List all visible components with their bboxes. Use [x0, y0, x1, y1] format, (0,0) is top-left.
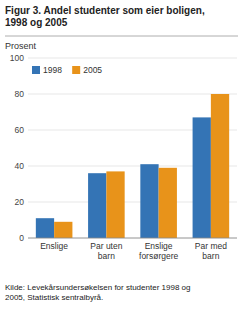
text-line: Kilde: Levekårsundersøkelsen for student…: [5, 283, 190, 292]
legend: 1998 2005: [32, 65, 102, 75]
title: Figur 3. Andel studenter som eier bolige…: [5, 5, 205, 28]
grid-line: [28, 238, 237, 239]
x-tick-label: Ensligeforsørgere: [139, 241, 178, 261]
text-line: Par med: [195, 241, 227, 251]
bars: [36, 94, 229, 238]
grid-line: [28, 94, 237, 95]
bar: [159, 168, 177, 238]
y-tick-label: 80: [15, 89, 25, 99]
y-tick-label: 100: [10, 53, 24, 63]
legend-label: 2005: [83, 65, 102, 75]
bar: [193, 117, 211, 238]
bar: [88, 173, 106, 238]
y-axis-label: Prosent: [5, 41, 37, 51]
y-tick-label: 0: [19, 233, 24, 243]
text-line: Par uten: [90, 241, 122, 251]
legend-swatch: [32, 66, 40, 74]
grid-line: [28, 58, 237, 59]
text-line: barn: [202, 251, 219, 261]
source: Kilde: Levekårsundersøkelsen for student…: [5, 283, 190, 302]
bar: [140, 164, 158, 238]
grid: [28, 58, 237, 238]
x-axis-line: [28, 238, 237, 239]
bar: [211, 94, 229, 238]
y-tick-label: 20: [15, 197, 25, 207]
text-line: 2005, Statistisk sentralbyrå.: [5, 293, 103, 302]
bar: [54, 222, 72, 238]
text-line: Enslige: [145, 241, 173, 251]
y-tick-label: 40: [15, 161, 25, 171]
text-line: Enslige: [40, 241, 68, 251]
x-tick-label: Enslige: [40, 241, 68, 251]
chart-svg: Figur 3. Andel studenter som eier bolige…: [0, 0, 243, 312]
text-line: Figur 3. Andel studenter som eier bolige…: [5, 5, 205, 16]
y-tick-label: 60: [15, 125, 25, 135]
legend-swatch: [72, 66, 80, 74]
text-line: 1998 og 2005: [5, 17, 68, 28]
text-line: forsørgere: [139, 251, 178, 261]
x-tick-label: Par medbarn: [195, 241, 227, 261]
bar: [36, 218, 54, 238]
chart-container: Figur 3. Andel studenter som eier bolige…: [0, 0, 243, 312]
text-line: barn: [98, 251, 115, 261]
bar: [106, 171, 124, 238]
separator: [5, 36, 238, 37]
x-tick-label: Par utenbarn: [90, 241, 122, 261]
legend-label: 1998: [43, 65, 62, 75]
